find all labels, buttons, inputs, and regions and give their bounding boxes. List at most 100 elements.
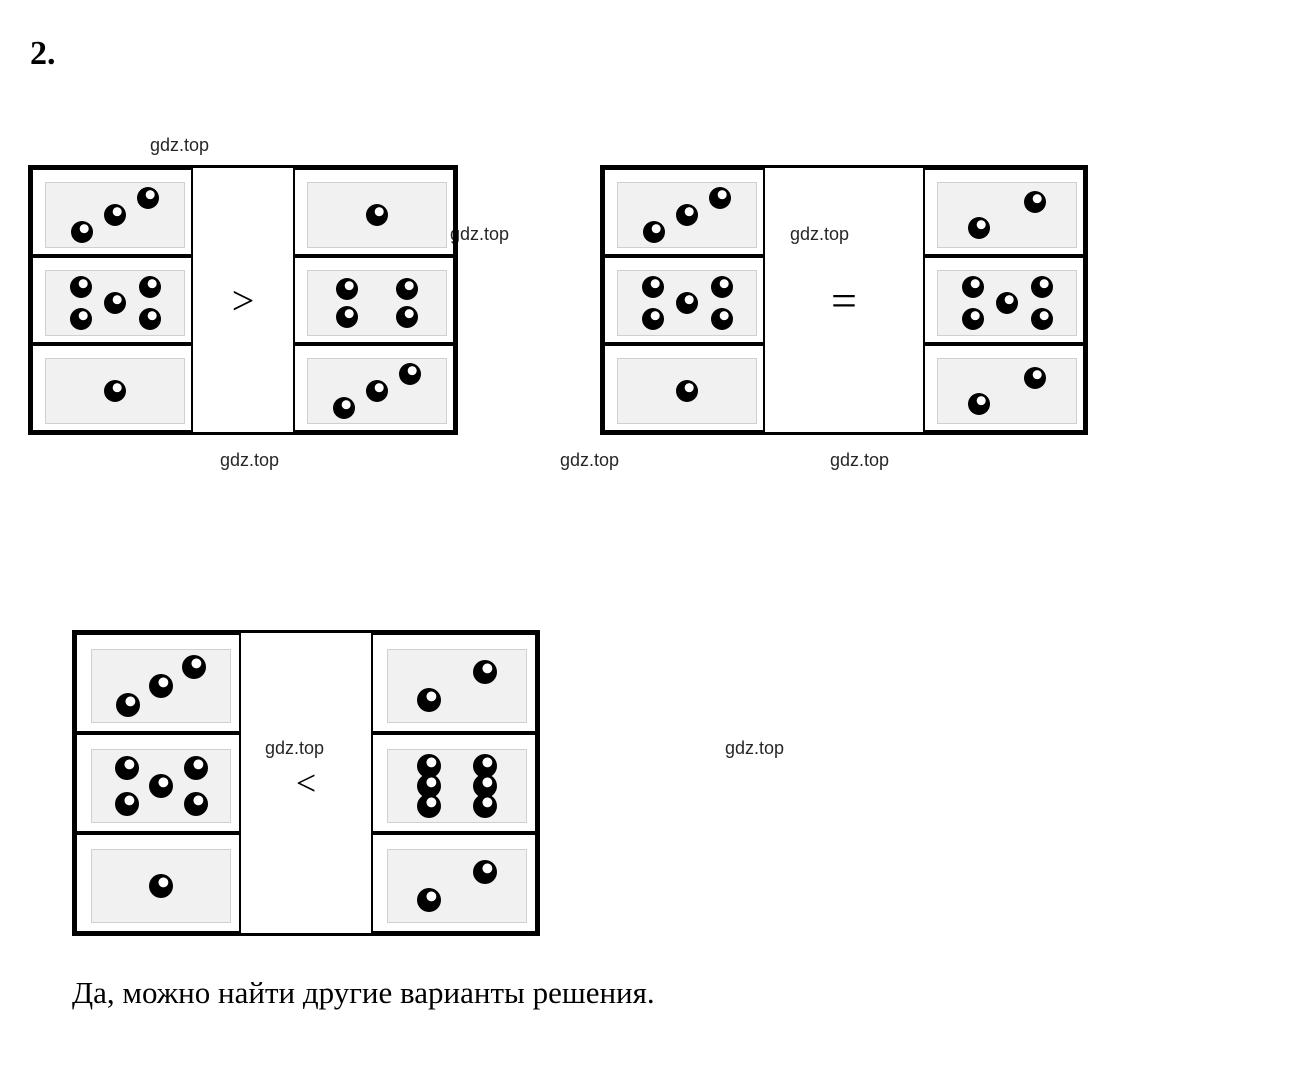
- dice-face-2: [937, 358, 1077, 424]
- watermark: gdz.top: [830, 450, 889, 471]
- dice-cell: [923, 344, 1085, 432]
- pip: [139, 308, 161, 330]
- comparison-operator: =: [765, 168, 923, 432]
- pip: [473, 860, 497, 884]
- dice-face-2: [387, 849, 527, 923]
- dice-cell: [293, 256, 455, 344]
- dice-face-5: [45, 270, 185, 336]
- watermark: gdz.top: [150, 135, 209, 156]
- dice-face-3: [617, 182, 757, 248]
- pip: [182, 655, 206, 679]
- pip: [1031, 276, 1053, 298]
- left-dice-column: [75, 633, 241, 933]
- dice-cell: [603, 256, 765, 344]
- dice-face-4: [307, 270, 447, 336]
- pip: [417, 794, 441, 818]
- pip: [137, 187, 159, 209]
- pip: [366, 380, 388, 402]
- pip: [968, 217, 990, 239]
- dice-face-1: [617, 358, 757, 424]
- pip: [184, 792, 208, 816]
- pip: [1024, 191, 1046, 213]
- pip: [104, 292, 126, 314]
- pip: [709, 187, 731, 209]
- comparison-operator: >: [193, 168, 293, 432]
- dice-cell: [293, 344, 455, 432]
- left-dice-column: [603, 168, 765, 432]
- dice-cell: [923, 168, 1085, 256]
- dice-cell: [371, 833, 537, 933]
- dice-face-5: [937, 270, 1077, 336]
- pip: [642, 276, 664, 298]
- right-dice-column: [371, 633, 537, 933]
- dice-cell: [31, 168, 193, 256]
- dice-face-2: [387, 649, 527, 723]
- watermark: gdz.top: [450, 224, 509, 245]
- pip: [643, 221, 665, 243]
- dice-face-3: [307, 358, 447, 424]
- comparison-operator: <: [241, 633, 371, 933]
- dice-cell: [371, 633, 537, 733]
- exercise-number: 2.: [30, 35, 56, 73]
- pip: [184, 756, 208, 780]
- block-1: >: [28, 165, 458, 435]
- pip: [996, 292, 1018, 314]
- pip: [962, 308, 984, 330]
- pip: [676, 204, 698, 226]
- pip: [396, 278, 418, 300]
- watermark: gdz.top: [220, 450, 279, 471]
- pip: [139, 276, 161, 298]
- right-dice-column: [923, 168, 1085, 432]
- pip: [336, 306, 358, 328]
- pip: [711, 276, 733, 298]
- dice-face-1: [91, 849, 231, 923]
- pip: [676, 292, 698, 314]
- dice-cell: [75, 833, 241, 933]
- pip: [1024, 367, 1046, 389]
- pip: [366, 204, 388, 226]
- pip: [104, 380, 126, 402]
- pip: [115, 792, 139, 816]
- pip: [417, 888, 441, 912]
- pip: [396, 306, 418, 328]
- pip: [71, 221, 93, 243]
- dice-cell: [31, 344, 193, 432]
- dice-face-6: [387, 749, 527, 823]
- dice-face-1: [307, 182, 447, 248]
- pip: [676, 380, 698, 402]
- pip: [70, 308, 92, 330]
- dice-face-3: [45, 182, 185, 248]
- block-2: =: [600, 165, 1088, 435]
- pip: [399, 363, 421, 385]
- dice-face-1: [45, 358, 185, 424]
- dice-cell: [923, 256, 1085, 344]
- pip: [336, 278, 358, 300]
- dice-face-3: [91, 649, 231, 723]
- pip: [473, 794, 497, 818]
- dice-face-5: [617, 270, 757, 336]
- dice-cell: [75, 633, 241, 733]
- watermark: gdz.top: [725, 738, 784, 759]
- dice-cell: [31, 256, 193, 344]
- pip: [149, 874, 173, 898]
- dice-cell: [603, 344, 765, 432]
- pip: [149, 774, 173, 798]
- answer-caption: Да, можно найти другие варианты решения.: [72, 975, 655, 1011]
- pip: [417, 688, 441, 712]
- dice-cell: [371, 733, 537, 833]
- pip: [473, 660, 497, 684]
- pip: [1031, 308, 1053, 330]
- right-dice-column: [293, 168, 455, 432]
- dice-face-2: [937, 182, 1077, 248]
- dice-cell: [293, 168, 455, 256]
- pip: [70, 276, 92, 298]
- left-dice-column: [31, 168, 193, 432]
- watermark: gdz.top: [560, 450, 619, 471]
- dice-cell: [603, 168, 765, 256]
- block-3: <: [72, 630, 540, 936]
- pip: [116, 693, 140, 717]
- page-root: 2. > = < gdz.top gdz.top gdz.top gdz.top gdz.t…: [0, 0, 1302, 1065]
- pip: [333, 397, 355, 419]
- dice-face-5: [91, 749, 231, 823]
- dice-cell: [75, 733, 241, 833]
